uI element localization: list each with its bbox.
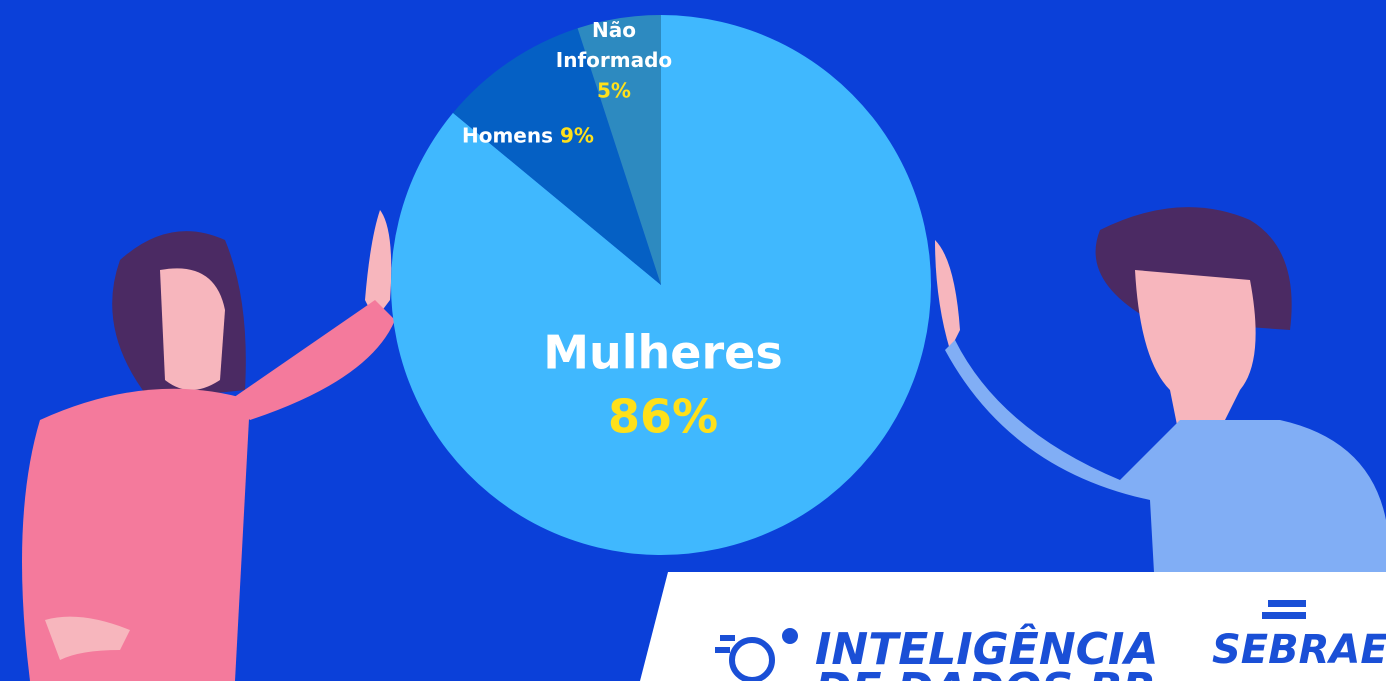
slice-value-label: 86% <box>608 390 718 444</box>
slice-label: Mulheres <box>543 326 783 380</box>
page: Mulheres86%Homens9%NãoInformado5% INTELI… <box>0 0 1386 681</box>
slice-label: Homens <box>462 124 553 148</box>
brand-name-line2: DE DADOS BR <box>815 664 1156 681</box>
partner-name: SEBRAE <box>1212 627 1386 673</box>
infographic: Mulheres86%Homens9%NãoInformado5% INTELI… <box>0 0 1386 681</box>
slice-value-label: 9% <box>560 124 594 148</box>
slice-value-label: 5% <box>597 79 631 103</box>
